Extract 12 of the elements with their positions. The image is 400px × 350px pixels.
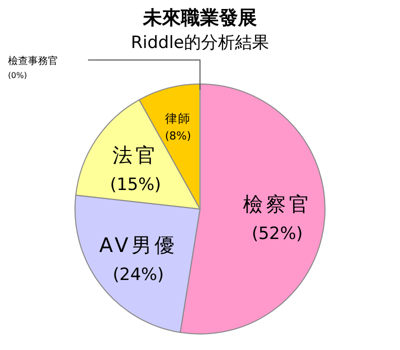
- data-label: (8%): [165, 129, 192, 142]
- data-label: (52%): [252, 224, 303, 244]
- text: (0%): [8, 71, 27, 80]
- slice-label: 律師: [165, 111, 192, 126]
- category-label: 檢查事務官: [8, 56, 58, 67]
- data-label: (24%): [112, 264, 164, 285]
- slice-label: 法官: [112, 143, 158, 168]
- chart-title: 未來職業發展: [142, 7, 257, 29]
- slice-label: 檢察官: [242, 192, 312, 216]
- data-label: (15%): [110, 175, 162, 196]
- chart-subtitle: Riddle的分析結果: [130, 33, 270, 53]
- slice-label: AV男優: [99, 232, 178, 257]
